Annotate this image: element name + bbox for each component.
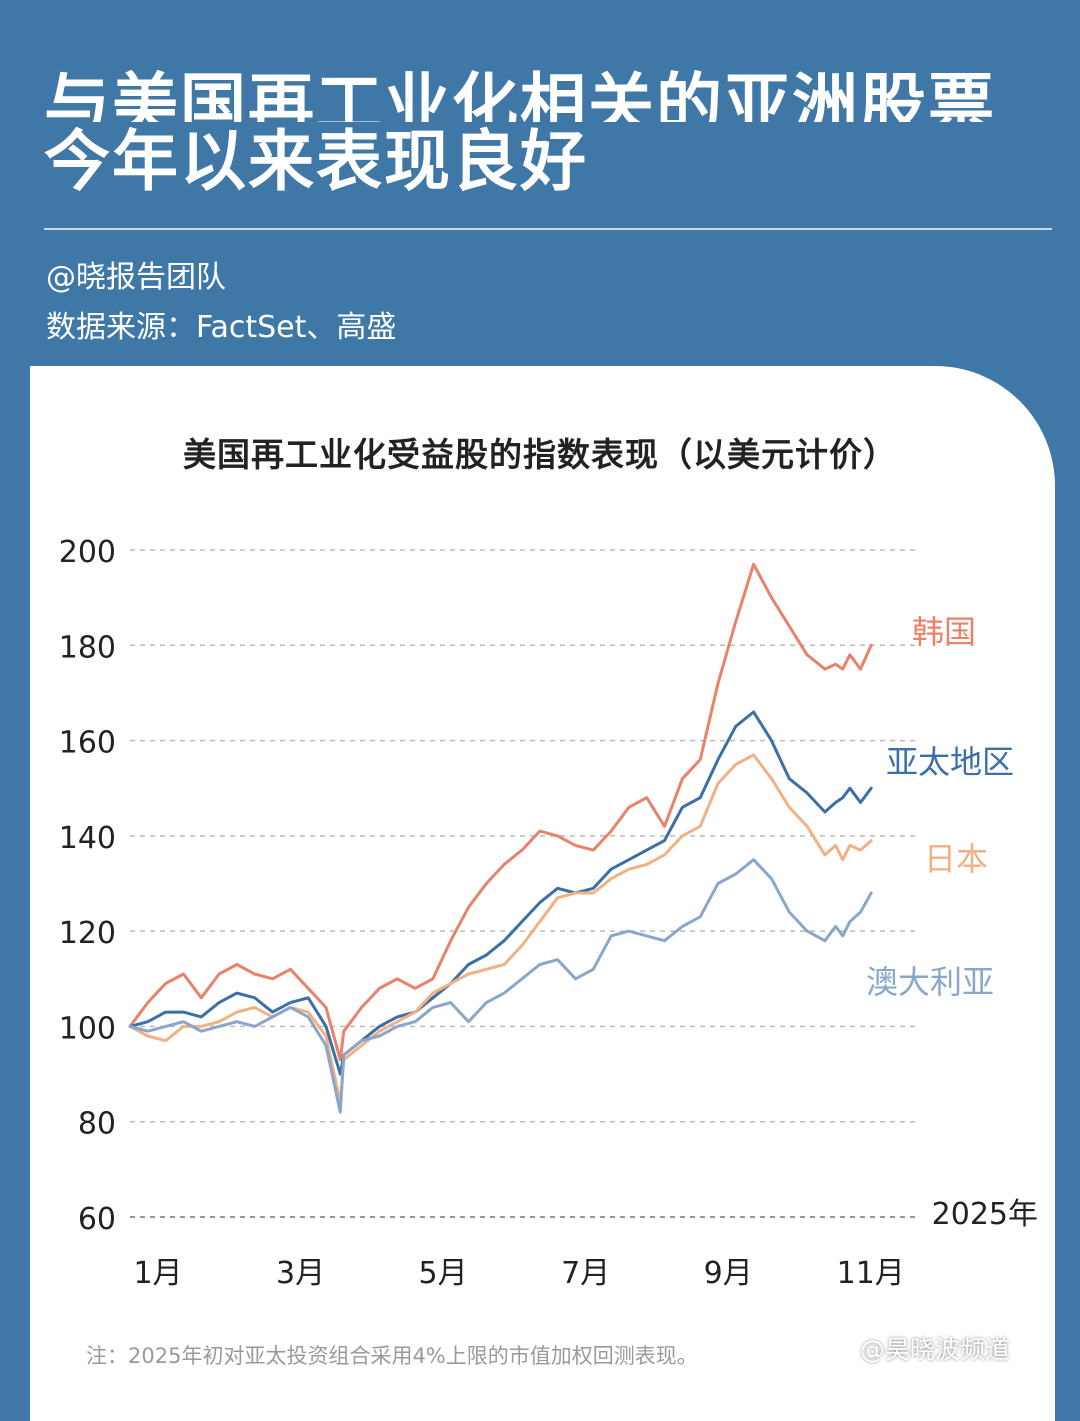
header: 与美国再工业化相关的亚洲股票 今年以来表现良好 @晓报告团队 数据来源：Fact… xyxy=(0,0,1080,370)
header-divider xyxy=(44,228,1052,230)
y-tick-label-180: 180 xyxy=(59,630,116,665)
y-tick-label-60: 60 xyxy=(78,1202,116,1237)
x-tick-label-4: 9月 xyxy=(704,1256,753,1291)
x-tick-label-5: 11月 xyxy=(837,1256,905,1291)
author-credit: @晓报告团队 xyxy=(46,260,226,295)
series-label-0: 韩国 xyxy=(912,613,976,651)
y-tick-label-80: 80 xyxy=(78,1107,116,1142)
chart-title: 美国再工业化受益股的指数表现（以美元计价） xyxy=(183,435,897,474)
x-tick-label-0: 1月 xyxy=(133,1256,182,1291)
footnote: 注：2025年初对亚太投资组合采用4%上限的市值加权回测表现。 xyxy=(86,1344,698,1368)
y-tick-label-100: 100 xyxy=(59,1011,116,1046)
x-tick-label-2: 5月 xyxy=(419,1256,468,1291)
chart-card xyxy=(30,366,1055,1421)
year-label: 2025年 xyxy=(932,1197,1038,1232)
page-title-line-2: 今年以来表现良好 xyxy=(44,123,588,200)
page-title-line-1: 与美国再工业化相关的亚洲股票 xyxy=(44,66,996,122)
series-line-0 xyxy=(128,562,873,1062)
x-tick-label-1: 3月 xyxy=(276,1256,325,1291)
series-label-2: 日本 xyxy=(924,840,988,878)
y-tick-label-200: 200 xyxy=(59,535,116,570)
x-tick-label-3: 7月 xyxy=(561,1256,610,1291)
series-line-2 xyxy=(128,753,873,1105)
y-tick-label-140: 140 xyxy=(59,821,116,856)
series-label-1: 亚太地区 xyxy=(886,743,1014,781)
y-tick-label-160: 160 xyxy=(59,726,116,761)
series-line-1 xyxy=(128,710,873,1076)
watermark: @昊晓波频道 xyxy=(860,1335,1011,1364)
series-line-3 xyxy=(128,858,873,1114)
y-tick-label-120: 120 xyxy=(59,916,116,951)
data-source: 数据来源：FactSet、高盛 xyxy=(46,310,397,345)
series-label-3: 澳大利亚 xyxy=(866,963,994,1001)
